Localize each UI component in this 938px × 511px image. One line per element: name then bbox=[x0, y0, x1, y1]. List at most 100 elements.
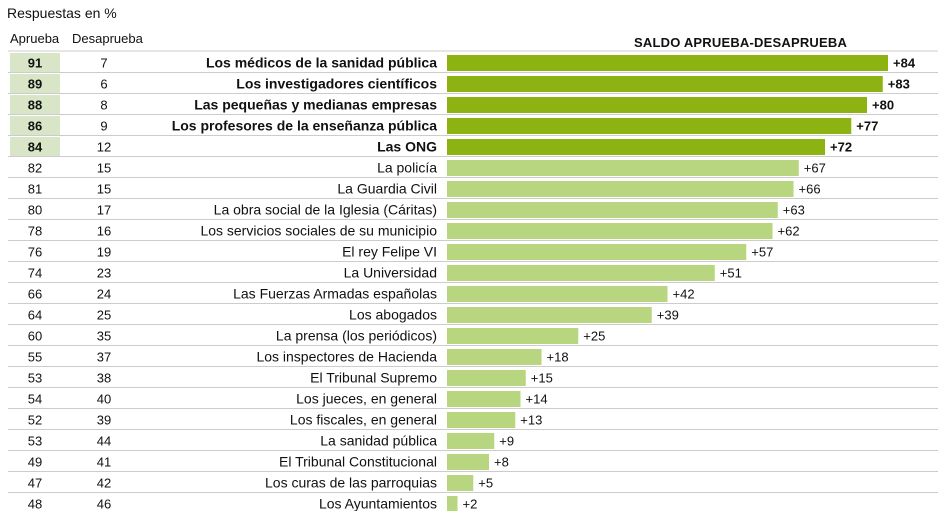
desaprueba-value: 37 bbox=[97, 350, 111, 365]
saldo-data-label: +66 bbox=[799, 182, 821, 197]
aprueba-value: 55 bbox=[28, 350, 42, 365]
institution-label: El rey Felipe VI bbox=[342, 244, 437, 260]
institution-label: La obra social de la Iglesia (Cáritas) bbox=[214, 202, 437, 218]
saldo-data-label: +15 bbox=[531, 371, 553, 386]
institution-label: El Tribunal Supremo bbox=[310, 370, 437, 386]
table-row: 81 15 La Guardia Civil +66 bbox=[8, 181, 938, 199]
saldo-data-label: +18 bbox=[547, 350, 569, 365]
table-row: 74 23 La Universidad +51 bbox=[8, 265, 938, 283]
desaprueba-value: 46 bbox=[97, 497, 111, 511]
desaprueba-value: 24 bbox=[97, 287, 111, 302]
saldo-data-label: +2 bbox=[463, 497, 478, 511]
saldo-bar bbox=[447, 244, 747, 260]
aprueba-value: 78 bbox=[28, 224, 42, 239]
saldo-bar bbox=[447, 265, 715, 281]
aprueba-value: 53 bbox=[28, 371, 42, 386]
institution-label: Los inspectores de Hacienda bbox=[256, 349, 437, 365]
aprueba-value: 82 bbox=[28, 161, 42, 176]
aprueba-value: 81 bbox=[28, 182, 42, 197]
aprueba-value: 52 bbox=[28, 413, 42, 428]
saldo-bar bbox=[447, 76, 883, 92]
aprueba-highlight-cell bbox=[10, 137, 60, 156]
table-row: 47 42 Los curas de las parroquias +5 bbox=[8, 475, 938, 493]
desaprueba-value: 40 bbox=[97, 392, 111, 407]
institution-label: Los abogados bbox=[349, 307, 437, 323]
table-row: 55 37 Los inspectores de Hacienda +18 bbox=[8, 349, 938, 367]
desaprueba-value: 9 bbox=[100, 119, 107, 134]
saldo-data-label: +39 bbox=[657, 308, 679, 323]
desaprueba-value: 17 bbox=[97, 203, 111, 218]
desaprueba-value: 7 bbox=[100, 56, 107, 71]
institution-label: Los médicos de la sanidad pública bbox=[206, 55, 437, 71]
institution-label: La sanidad pública bbox=[320, 433, 437, 449]
table-row: 64 25 Los abogados +39 bbox=[8, 307, 938, 325]
desaprueba-value: 19 bbox=[97, 245, 111, 260]
aprueba-value: 91 bbox=[28, 56, 42, 71]
saldo-data-label: +9 bbox=[499, 434, 514, 449]
desaprueba-value: 15 bbox=[97, 182, 111, 197]
table-row: 49 41 El Tribunal Constitucional +8 bbox=[8, 454, 938, 472]
institution-label: Los curas de las parroquias bbox=[265, 475, 437, 491]
saldo-bar bbox=[447, 496, 458, 511]
saldo-data-label: +67 bbox=[804, 161, 826, 176]
chart-subtitle: Respuestas en % bbox=[7, 5, 117, 21]
saldo-bar bbox=[447, 55, 888, 71]
table-row: 78 16 Los servicios sociales de su municip… bbox=[8, 223, 938, 241]
desaprueba-value: 41 bbox=[97, 455, 111, 470]
institution-label: El Tribunal Constitucional bbox=[279, 454, 437, 470]
saldo-data-label: +25 bbox=[583, 329, 605, 344]
desaprueba-value: 38 bbox=[97, 371, 111, 386]
institution-label: La prensa (los periódicos) bbox=[276, 328, 437, 344]
saldo-bar bbox=[447, 202, 778, 218]
aprueba-value: 64 bbox=[28, 308, 42, 323]
table-row: 84 12 Las ONG +72 bbox=[8, 137, 938, 157]
saldo-bar bbox=[447, 370, 526, 386]
table-row: 91 7 Los médicos de la sanidad pública +84 bbox=[8, 53, 938, 73]
desaprueba-column-header: Desaprueba bbox=[72, 31, 143, 46]
table-row: 89 6 Los investigadores científicos +83 bbox=[8, 74, 938, 94]
table-row: 60 35 La prensa (los periódicos) +25 bbox=[8, 328, 938, 346]
desaprueba-value: 44 bbox=[97, 434, 111, 449]
aprueba-value: 89 bbox=[28, 77, 42, 92]
institution-label: Las pequeñas y medianas empresas bbox=[194, 97, 437, 113]
saldo-data-label: +57 bbox=[751, 245, 773, 260]
saldo-bar bbox=[447, 118, 852, 134]
aprueba-highlight-cell bbox=[10, 116, 60, 135]
institution-label: Los servicios sociales de su municipio bbox=[200, 223, 437, 239]
table-row: 82 15 La policía +67 bbox=[8, 160, 938, 178]
aprueba-value: 66 bbox=[28, 287, 42, 302]
aprueba-value: 47 bbox=[28, 476, 42, 491]
institution-label: La Guardia Civil bbox=[337, 181, 437, 197]
table-row: 88 8 Las pequeñas y medianas empresas +80 bbox=[8, 95, 938, 115]
table-row: 53 38 El Tribunal Supremo +15 bbox=[8, 370, 938, 388]
aprueba-value: 53 bbox=[28, 434, 42, 449]
saldo-bar bbox=[447, 181, 794, 197]
saldo-bar bbox=[447, 433, 495, 449]
saldo-data-label: +77 bbox=[856, 119, 878, 134]
saldo-data-label: +83 bbox=[888, 77, 910, 92]
aprueba-highlight-cell bbox=[10, 74, 60, 93]
saldo-data-label: +8 bbox=[494, 455, 509, 470]
institution-label: Los jueces, en general bbox=[296, 391, 437, 407]
saldo-data-label: +84 bbox=[893, 56, 916, 71]
aprueba-value: 54 bbox=[28, 392, 42, 407]
aprueba-value: 88 bbox=[28, 98, 42, 113]
saldo-bar bbox=[447, 349, 542, 365]
saldo-chart-title: SALDO APRUEBA-DESAPRUEBA bbox=[634, 35, 848, 50]
aprueba-highlight-cell bbox=[10, 95, 60, 114]
desaprueba-value: 8 bbox=[100, 98, 107, 113]
aprueba-value: 84 bbox=[28, 140, 43, 155]
saldo-bar bbox=[447, 139, 825, 155]
institution-label: Los profesores de la enseñanza pública bbox=[172, 118, 438, 134]
saldo-bar bbox=[447, 307, 652, 323]
saldo-bar bbox=[447, 412, 516, 428]
saldo-bar bbox=[447, 475, 474, 491]
aprueba-value: 76 bbox=[28, 245, 42, 260]
desaprueba-value: 23 bbox=[97, 266, 111, 281]
institution-label: Los fiscales, en general bbox=[290, 412, 437, 428]
aprueba-value: 80 bbox=[28, 203, 42, 218]
desaprueba-value: 42 bbox=[97, 476, 111, 491]
table-row: 53 44 La sanidad pública +9 bbox=[8, 433, 938, 451]
desaprueba-value: 16 bbox=[97, 224, 111, 239]
